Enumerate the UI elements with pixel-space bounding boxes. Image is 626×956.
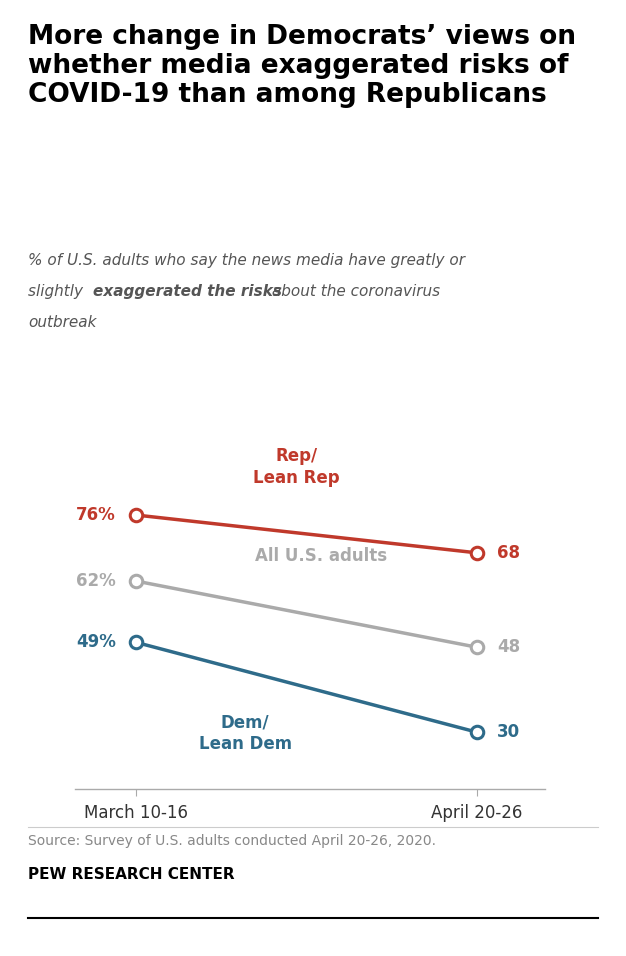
Text: % of U.S. adults who say the news media have greatly or: % of U.S. adults who say the news media … — [28, 253, 465, 269]
Text: slightly: slightly — [28, 284, 88, 299]
Text: 30: 30 — [497, 723, 520, 741]
Text: 48: 48 — [497, 639, 520, 656]
Text: exaggerated the risks: exaggerated the risks — [93, 284, 282, 299]
Text: PEW RESEARCH CENTER: PEW RESEARCH CENTER — [28, 867, 235, 882]
Text: about the coronavirus: about the coronavirus — [267, 284, 440, 299]
Text: All U.S. adults: All U.S. adults — [255, 547, 387, 565]
Text: 68: 68 — [497, 544, 520, 562]
Text: Dem/
Lean Dem: Dem/ Lean Dem — [198, 713, 292, 753]
Text: outbreak: outbreak — [28, 315, 96, 330]
Text: Rep/
Lean Rep: Rep/ Lean Rep — [253, 446, 339, 487]
Text: Source: Survey of U.S. adults conducted April 20-26, 2020.: Source: Survey of U.S. adults conducted … — [28, 834, 436, 848]
Text: 62%: 62% — [76, 572, 116, 590]
Text: 49%: 49% — [76, 634, 116, 651]
Text: More change in Democrats’ views on
whether media exaggerated risks of
COVID-19 t: More change in Democrats’ views on wheth… — [28, 24, 576, 108]
Text: 76%: 76% — [76, 506, 116, 524]
